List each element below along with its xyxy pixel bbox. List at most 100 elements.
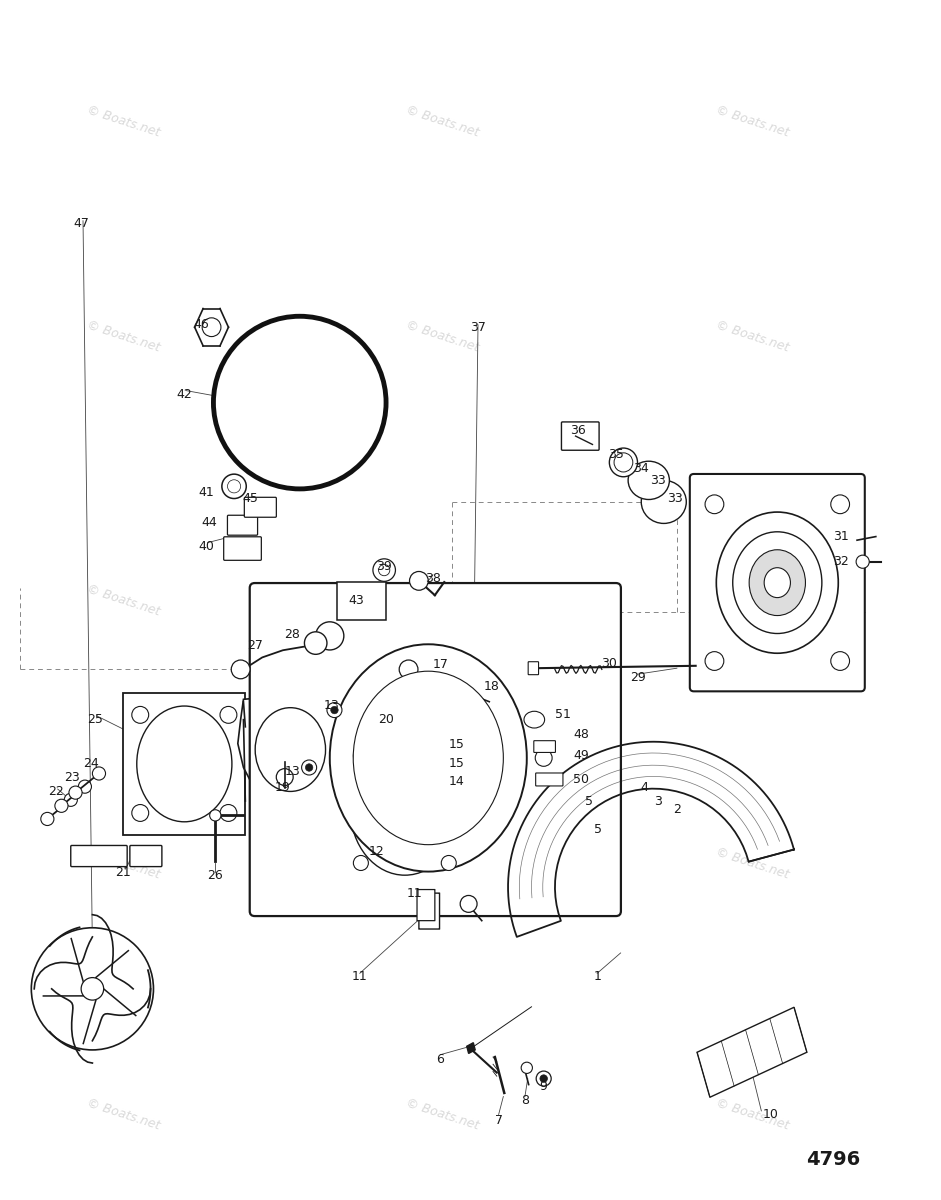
Circle shape [441, 749, 456, 763]
Ellipse shape [749, 550, 805, 616]
Circle shape [302, 760, 316, 775]
Circle shape [373, 559, 395, 581]
Circle shape [220, 707, 237, 724]
FancyBboxPatch shape [442, 758, 464, 770]
Text: 11: 11 [407, 887, 423, 900]
Polygon shape [508, 742, 794, 937]
Text: 19: 19 [275, 781, 291, 794]
Ellipse shape [255, 708, 326, 792]
Circle shape [831, 652, 850, 671]
Text: 22: 22 [48, 785, 64, 798]
Text: © Boats.net: © Boats.net [404, 319, 481, 355]
Circle shape [306, 763, 312, 772]
Circle shape [81, 978, 104, 1000]
FancyBboxPatch shape [245, 497, 277, 517]
FancyBboxPatch shape [419, 893, 439, 929]
Circle shape [831, 494, 850, 514]
Circle shape [378, 564, 390, 576]
Text: © Boats.net: © Boats.net [713, 103, 790, 139]
Text: 13: 13 [324, 698, 340, 712]
Circle shape [231, 660, 250, 679]
FancyBboxPatch shape [528, 661, 538, 674]
Circle shape [460, 895, 477, 912]
Circle shape [327, 702, 342, 718]
Text: 44: 44 [201, 516, 217, 529]
Text: 2: 2 [673, 803, 681, 816]
FancyBboxPatch shape [417, 889, 435, 920]
Ellipse shape [764, 568, 790, 598]
Text: © Boats.net: © Boats.net [85, 1097, 162, 1133]
Ellipse shape [641, 480, 686, 523]
FancyBboxPatch shape [130, 846, 162, 866]
Text: 4796: 4796 [805, 1151, 860, 1169]
Text: © Boats.net: © Boats.net [85, 319, 162, 355]
Circle shape [330, 707, 338, 714]
Text: 26: 26 [207, 869, 223, 882]
Polygon shape [467, 1043, 475, 1054]
Circle shape [540, 1075, 548, 1082]
Text: 8: 8 [521, 1093, 529, 1106]
Text: 4: 4 [640, 781, 648, 794]
Circle shape [210, 810, 221, 821]
Circle shape [78, 780, 91, 793]
Text: 38: 38 [425, 572, 441, 584]
Circle shape [214, 317, 386, 488]
Text: 34: 34 [633, 462, 649, 475]
Ellipse shape [716, 512, 838, 653]
Text: 29: 29 [630, 671, 646, 684]
Ellipse shape [629, 461, 669, 499]
Text: 33: 33 [650, 474, 666, 487]
Text: © Boats.net: © Boats.net [404, 1097, 481, 1133]
Text: 24: 24 [83, 757, 99, 770]
Text: 41: 41 [198, 486, 214, 499]
Ellipse shape [350, 744, 459, 875]
Text: 36: 36 [570, 424, 586, 437]
Text: 5: 5 [584, 794, 593, 808]
FancyBboxPatch shape [535, 773, 563, 786]
FancyBboxPatch shape [337, 582, 386, 620]
FancyBboxPatch shape [71, 846, 127, 866]
Text: 12: 12 [369, 845, 385, 858]
Circle shape [409, 571, 428, 590]
Text: 51: 51 [554, 708, 570, 721]
Text: 30: 30 [601, 656, 617, 670]
Text: © Boats.net: © Boats.net [85, 103, 162, 139]
FancyBboxPatch shape [442, 742, 464, 754]
Ellipse shape [318, 704, 491, 914]
Circle shape [132, 707, 149, 724]
Text: 47: 47 [73, 217, 89, 229]
Circle shape [354, 856, 368, 870]
Polygon shape [697, 1007, 806, 1097]
Text: © Boats.net: © Boats.net [713, 582, 790, 618]
Text: 31: 31 [833, 530, 849, 544]
Circle shape [64, 793, 77, 806]
FancyBboxPatch shape [690, 474, 865, 691]
Circle shape [536, 1072, 551, 1086]
Text: 50: 50 [573, 773, 589, 786]
Text: 46: 46 [193, 318, 209, 331]
Text: 6: 6 [437, 1052, 444, 1066]
Circle shape [521, 1062, 533, 1074]
Text: 11: 11 [352, 971, 368, 983]
Ellipse shape [733, 532, 821, 634]
Text: 32: 32 [833, 556, 849, 569]
Text: 42: 42 [177, 388, 192, 401]
Text: 14: 14 [449, 775, 464, 788]
Circle shape [315, 622, 343, 650]
Ellipse shape [535, 750, 552, 767]
Text: 15: 15 [449, 738, 464, 751]
Circle shape [69, 786, 82, 799]
FancyBboxPatch shape [442, 774, 464, 786]
Circle shape [132, 804, 149, 822]
Text: 7: 7 [495, 1114, 502, 1127]
Text: © Boats.net: © Boats.net [713, 845, 790, 881]
Ellipse shape [136, 706, 231, 822]
Text: © Boats.net: © Boats.net [713, 1097, 790, 1133]
Circle shape [856, 556, 869, 569]
Circle shape [222, 474, 247, 498]
Text: 20: 20 [378, 713, 394, 726]
Text: © Boats.net: © Boats.net [713, 319, 790, 355]
Text: 9: 9 [539, 1080, 547, 1093]
Text: 23: 23 [64, 770, 80, 784]
Ellipse shape [329, 644, 527, 871]
